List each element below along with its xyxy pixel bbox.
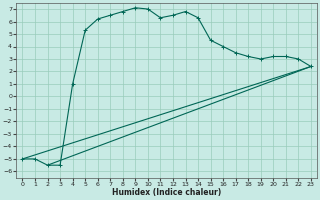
X-axis label: Humidex (Indice chaleur): Humidex (Indice chaleur) bbox=[112, 188, 221, 197]
